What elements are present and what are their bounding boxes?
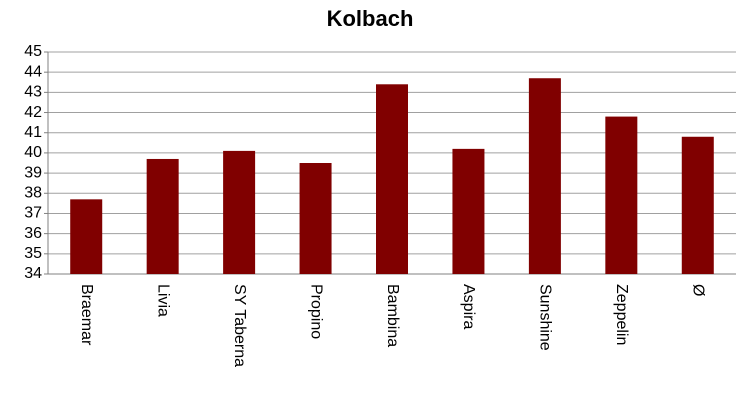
- bar: [70, 199, 103, 274]
- y-tick-label: 36: [24, 225, 42, 242]
- bar: [452, 148, 485, 274]
- bar: [146, 158, 179, 274]
- y-tick-label: 45: [24, 43, 42, 60]
- y-tick-label: 43: [24, 84, 42, 101]
- y-tick-label: 35: [24, 245, 42, 262]
- x-tick-label: Sunshine: [537, 284, 554, 351]
- y-tick-label: 34: [24, 265, 42, 282]
- y-tick-label: 39: [24, 164, 42, 181]
- y-tick-label: 44: [24, 63, 42, 80]
- bar: [376, 84, 408, 274]
- bar: [223, 150, 256, 274]
- y-tick-label: 37: [24, 205, 42, 222]
- y-tick-label: 41: [24, 124, 42, 141]
- bar: [681, 136, 714, 274]
- x-tick-label: Propino: [307, 284, 324, 339]
- y-tick-label: 38: [24, 184, 42, 201]
- chart-title: Kolbach: [327, 6, 414, 31]
- x-tick-label: Bambina: [384, 284, 401, 347]
- x-tick-label: Aspira: [460, 284, 477, 329]
- x-tick-label: Ø: [690, 284, 707, 296]
- x-tick-label: SY Taberna: [231, 284, 248, 367]
- x-tick-label: Livia: [154, 284, 171, 317]
- x-tick-label: Braemar: [78, 284, 95, 346]
- bar: [528, 78, 561, 275]
- y-tick-label: 42: [24, 104, 42, 121]
- y-tick-label: 40: [24, 144, 42, 161]
- x-tick-label: Zeppelin: [613, 284, 630, 345]
- bar: [299, 163, 332, 274]
- bar: [605, 116, 638, 274]
